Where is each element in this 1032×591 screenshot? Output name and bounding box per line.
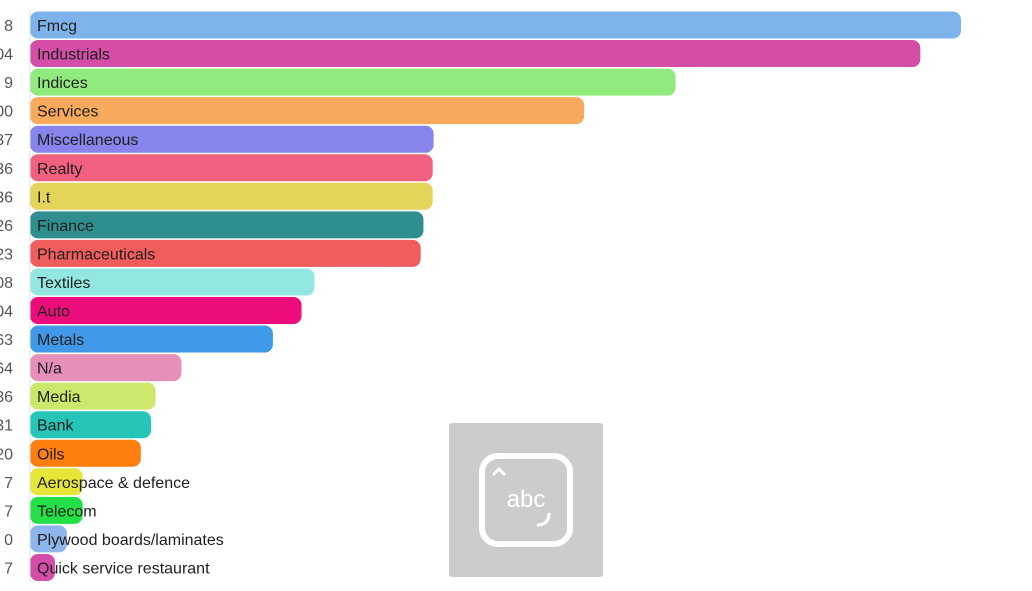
bar-11[interactable] (30, 325, 273, 353)
tick-label-13: 36 (0, 389, 13, 406)
tick-label-10: 04 (0, 304, 13, 321)
bar-label-6: I.t (37, 189, 51, 206)
bar-7[interactable] (30, 211, 424, 239)
bar-label-17: Telecom (37, 503, 97, 520)
tick-label-0: 8 (4, 18, 13, 35)
bar-8[interactable] (30, 239, 421, 267)
tick-label-17: 7 (4, 503, 13, 520)
bar-label-0: Fmcg (37, 18, 77, 35)
bar-label-3: Services (37, 104, 98, 121)
tick-label-7: 26 (0, 218, 13, 235)
tick-label-2: 9 (4, 75, 13, 92)
bar-label-14: Bank (37, 418, 74, 435)
bar-18[interactable] (30, 525, 67, 553)
bar-6[interactable] (30, 182, 433, 210)
bar-5[interactable] (30, 154, 433, 182)
bar-13[interactable] (30, 382, 156, 410)
bar-label-16: Aerospace & defence (37, 475, 190, 492)
bar-label-15: Oils (37, 446, 65, 463)
tick-label-19: 7 (4, 560, 13, 577)
bar-14[interactable] (30, 411, 151, 439)
tick-label-15: 20 (0, 446, 13, 463)
bar-label-8: Pharmaceuticals (37, 246, 155, 263)
bar-4[interactable] (30, 125, 434, 153)
tick-label-5: 36 (0, 161, 13, 178)
bar-label-10: Auto (37, 304, 70, 321)
bar-label-4: Miscellaneous (37, 132, 138, 149)
tick-label-6: 36 (0, 189, 13, 206)
bar-17[interactable] (30, 496, 83, 524)
bar-19[interactable] (30, 553, 55, 581)
bar-label-11: Metals (37, 332, 84, 349)
bar-2[interactable] (30, 68, 676, 96)
abc-placeholder-tile[interactable]: abc (449, 423, 603, 577)
bar-3[interactable] (30, 97, 585, 125)
tick-label-8: 23 (0, 246, 13, 263)
bar-label-13: Media (37, 389, 81, 406)
tick-label-3: 00 (0, 104, 13, 121)
bar-label-7: Finance (37, 218, 94, 235)
bar-9[interactable] (30, 268, 315, 296)
tick-label-12: 64 (0, 361, 13, 378)
tick-label-9: 08 (0, 275, 13, 292)
tick-label-1: 04 (0, 47, 13, 64)
bar-12[interactable] (30, 354, 182, 382)
tick-label-11: 63 (0, 332, 13, 349)
bar-label-2: Indices (37, 75, 88, 92)
bar-1[interactable] (30, 40, 921, 68)
bar-label-12: N/a (37, 361, 62, 378)
tick-label-18: 0 (4, 532, 13, 549)
bar-label-18: Plywood boards/laminates (37, 532, 224, 549)
bar-label-1: Industrials (37, 47, 110, 64)
bar-16[interactable] (30, 468, 83, 496)
bar-10[interactable] (30, 297, 302, 324)
bar-label-19: Quick service restaurant (37, 560, 210, 577)
tick-label-4: 37 (0, 132, 13, 149)
tick-label-14: 31 (0, 418, 13, 435)
bar-label-9: Textiles (37, 275, 90, 292)
overlay-text: abc (507, 486, 546, 513)
bar-15[interactable] (30, 439, 141, 467)
bar-label-5: Realty (37, 161, 82, 178)
bar-0[interactable] (30, 11, 961, 39)
abc-keyboard-icon: abc (479, 453, 573, 547)
tick-label-16: 7 (4, 475, 13, 492)
bars-group: Fmcg 8 Industrials 04 Indices 9 Services 00 Misc… (0, 11, 961, 581)
